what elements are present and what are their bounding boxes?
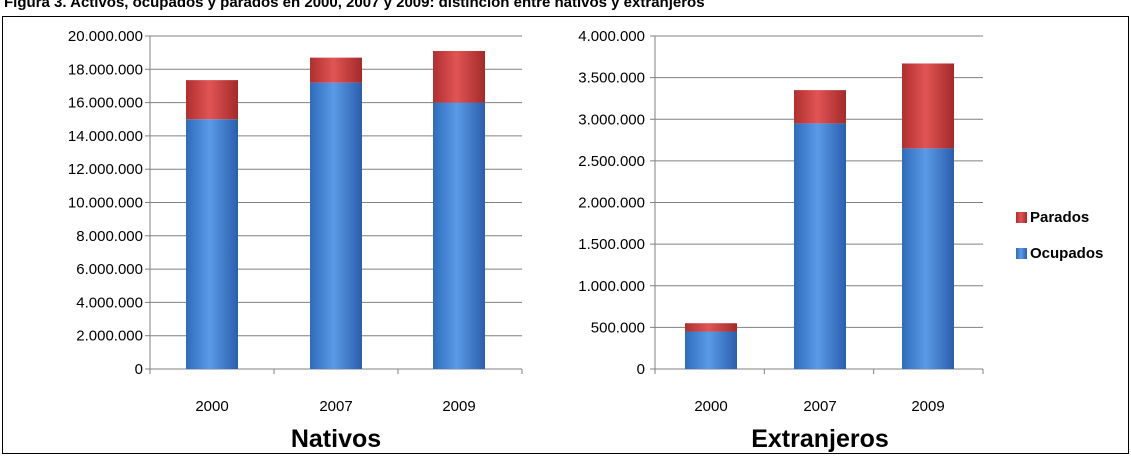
nativos-bar-parados-2000 — [186, 80, 238, 120]
extranjeros-y-tick-label: 3.500.000 — [578, 70, 645, 87]
nativos-bar-ocupados-2007 — [310, 82, 362, 370]
extranjeros-y-tick-label: 1.500.000 — [578, 236, 645, 253]
legend-label-ocupados: Ocupados — [1030, 245, 1103, 262]
extranjeros-y-tick-label: 0 — [637, 361, 645, 378]
nativos-y-tick-label: 16.000.000 — [68, 95, 143, 112]
legend: Parados Ocupados — [1016, 209, 1103, 262]
nativos-y-tick-label: 8.000.000 — [76, 228, 143, 245]
nativos-y-tick-label: 2.000.000 — [76, 328, 143, 345]
extranjeros-bar-ocupados-2007 — [794, 123, 846, 369]
extranjeros-bar-ocupados-2000 — [685, 331, 737, 369]
nativos-x-tick-label: 2009 — [442, 398, 475, 415]
extranjeros-y-tick-label: 2.000.000 — [578, 195, 645, 212]
extranjeros-x-tick-label: 2007 — [803, 398, 836, 415]
figure-frame — [2, 16, 1129, 454]
nativos-y-tick-label: 12.000.000 — [68, 161, 143, 178]
nativos-x-tick-label: 2000 — [195, 398, 228, 415]
extranjeros-bar-parados-2009 — [902, 63, 954, 149]
nativos-y-tick-label: 6.000.000 — [76, 261, 143, 278]
extranjeros-y-tick-label: 1.000.000 — [578, 278, 645, 295]
nativos-y-tick-label: 4.000.000 — [76, 294, 143, 311]
extranjeros-x-tick-label: 2009 — [911, 398, 944, 415]
extranjeros-bar-parados-2000 — [685, 323, 737, 332]
extranjeros-x-tick-label: 2000 — [694, 398, 727, 415]
extranjeros-y-tick-label: 500.000 — [591, 319, 645, 336]
nativos-y-tick-label: 18.000.000 — [68, 61, 143, 78]
legend-swatch-parados — [1016, 212, 1027, 223]
extranjeros-bar-parados-2007 — [794, 90, 846, 124]
nativos-bar-ocupados-2009 — [433, 102, 485, 369]
nativos-bar-parados-2009 — [433, 50, 485, 103]
nativos-y-tick-label: 20.000.000 — [68, 28, 143, 45]
nativos-bar-ocupados-2000 — [186, 119, 238, 369]
nativos-y-tick-label: 10.000.000 — [68, 195, 143, 212]
legend-swatch-ocupados — [1016, 248, 1027, 259]
nativos-x-tick-label: 2007 — [319, 398, 352, 415]
legend-label-parados: Parados — [1030, 209, 1089, 226]
nativos-panel-title: Nativos — [291, 425, 381, 453]
nativos-y-tick-label: 14.000.000 — [68, 128, 143, 145]
nativos-bar-parados-2007 — [310, 57, 362, 83]
extranjeros-y-tick-label: 4.000.000 — [578, 28, 645, 45]
figure-title: Figura 3. Activos, ocupados y parados en… — [4, 0, 705, 11]
extranjeros-y-tick-label: 3.000.000 — [578, 111, 645, 128]
extranjeros-y-tick-label: 2.500.000 — [578, 153, 645, 170]
extranjeros-panel-title: Extranjeros — [751, 425, 889, 453]
extranjeros-bar-ocupados-2009 — [902, 148, 954, 369]
nativos-y-tick-label: 0 — [135, 361, 143, 378]
